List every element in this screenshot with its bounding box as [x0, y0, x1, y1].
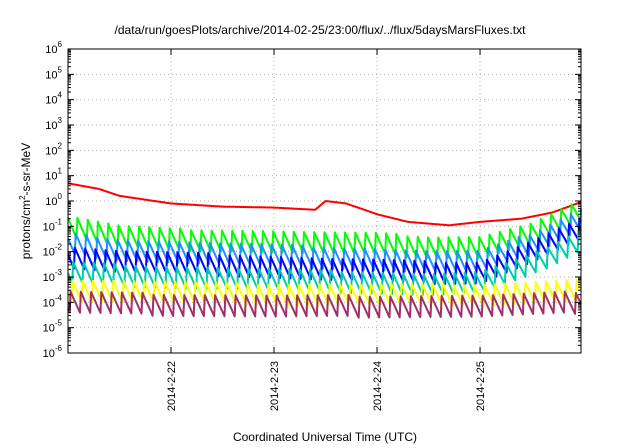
y-tick-label: 103: [45, 116, 62, 132]
y-tick-label: 101: [45, 167, 62, 183]
x-ticks: 2014-2-22 2014-2-23 2014-2-24 2014-2-25: [166, 49, 487, 411]
y-tick-label: 102: [45, 141, 62, 157]
y-tick-label: 10-3: [43, 268, 63, 284]
x-tick-label: 2014-2-24: [372, 361, 384, 411]
series-line: [67, 203, 582, 260]
series-line: [67, 182, 582, 227]
y-tick-label: 105: [45, 65, 62, 81]
y-ticks: 10-6 10-5 10-4 10-3 10-2 10-1 100 101 102 103 104 1…: [43, 40, 581, 360]
x-tick-label: 2014-2-23: [269, 361, 281, 411]
series-line: [67, 290, 582, 319]
x-tick-label: 2014-2-25: [475, 361, 487, 411]
y-tick-label: 106: [45, 40, 62, 56]
y-tick-label: 100: [45, 192, 62, 208]
x-axis-label: Coordinated Universal Time (UTC): [233, 430, 417, 444]
y-tick-label: 104: [45, 91, 62, 107]
y-tick-label: 10-6: [43, 344, 63, 360]
y-tick-label: 10-1: [43, 217, 63, 233]
series-group: [67, 182, 582, 319]
y-tick-label: 10-4: [43, 293, 63, 309]
svg-text:protons/cm2-s-sr-MeV: protons/cm2-s-sr-MeV: [18, 143, 33, 259]
y-tick-label: 10-2: [43, 243, 63, 259]
series-line: [67, 208, 582, 273]
x-tick-label: 2014-2-22: [166, 361, 178, 411]
y-axis-label: protons/cm2-s-sr-MeV: [18, 143, 33, 259]
chart-title: /data/run/goesPlots/archive/2014-02-25/2…: [115, 23, 527, 37]
y-tick-label: 10-5: [43, 319, 63, 335]
